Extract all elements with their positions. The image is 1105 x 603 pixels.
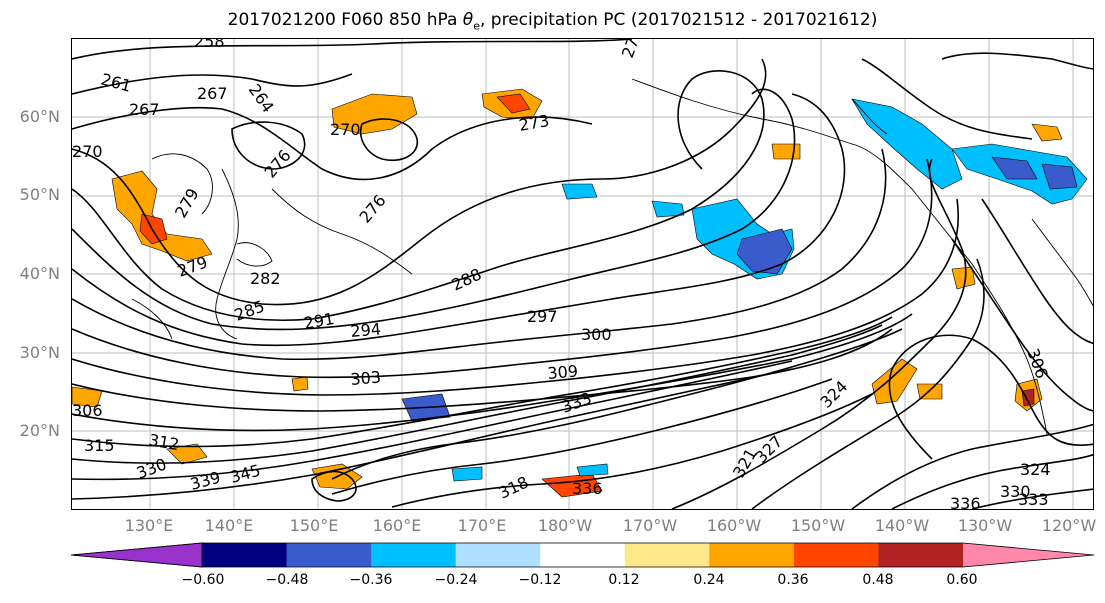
colorbar-left-extend-outline: [70, 542, 203, 568]
lon-label-160e: 160°E: [372, 516, 422, 535]
contour-label: 336: [950, 494, 981, 510]
lon-label-140e: 140°E: [204, 516, 254, 535]
contour-label: 270: [72, 142, 103, 161]
precip-negative-areas: [401, 98, 1088, 482]
contour-label: 330: [1000, 482, 1031, 501]
contour-label: 300: [581, 325, 612, 344]
colorbar-segment: [624, 543, 710, 567]
contour-label: 318: [496, 472, 532, 502]
coastlines: [131, 78, 1093, 435]
lon-label-170w: 170°W: [622, 516, 678, 535]
contour-label: 303: [350, 367, 382, 389]
contour-label: 285: [232, 296, 267, 324]
contour-label: 273: [517, 111, 550, 135]
colorbar-tick: 0.12: [608, 572, 640, 588]
title-suffix: , precipitation PC (2017021512 - 2017021…: [479, 10, 878, 30]
colorbar-segment: [202, 543, 288, 567]
contour-label: 336: [572, 479, 603, 498]
colorbar-segment: [540, 543, 626, 567]
contour-label: 309: [547, 361, 579, 383]
contour-label: 279: [171, 185, 203, 221]
lon-label-170e: 170°E: [457, 516, 507, 535]
colorbar-tick: 0.24: [693, 572, 725, 588]
contour-label: 270: [330, 120, 361, 139]
contour-label: 267: [197, 84, 228, 103]
contour-label: 294: [350, 319, 382, 341]
contour-labels: 258 261 264 267 267 270 270 273 273 276 …: [72, 39, 1052, 510]
contour-label: 267: [129, 100, 160, 119]
lat-label-50n: 50°N: [19, 185, 60, 204]
map-panel: 258 261 264 267 267 270 270 273 273 276 …: [71, 38, 1094, 510]
colorbar-segment: [371, 543, 457, 567]
lon-label-150w: 150°W: [790, 516, 846, 535]
colorbar-tick: 0.48: [862, 572, 894, 588]
lon-label-130w: 130°W: [957, 516, 1013, 535]
colorbar-tick: −0.36: [349, 572, 393, 588]
contour-label: 312: [147, 430, 180, 454]
colorbar-extend-high: [963, 543, 1094, 567]
lon-label-130e: 130°E: [124, 516, 174, 535]
lat-label-40n: 40°N: [19, 264, 60, 283]
colorbar-segments: [70, 542, 1095, 568]
colorbar-segment: [709, 543, 795, 567]
contour-label: 339: [188, 468, 222, 494]
lon-label-180w: 180°W: [537, 516, 593, 535]
contour-label: 306: [1023, 346, 1051, 381]
contour-label: 297: [527, 307, 558, 326]
lon-label-150e: 150°E: [289, 516, 339, 535]
theta-e-contours: [72, 39, 1093, 509]
colorbar-tick: −0.48: [265, 572, 309, 588]
colorbar-tick: −0.24: [434, 572, 478, 588]
contour-label: 333: [1018, 490, 1049, 509]
lat-label-60n: 60°N: [19, 107, 60, 126]
graticule: [72, 39, 1093, 509]
contour-label: 258: [194, 39, 225, 51]
lon-label-120w: 120°W: [1041, 516, 1097, 535]
theta-subscript: e: [473, 19, 480, 33]
chart-title: 2017021200 F060 850 hPa θe, precipitatio…: [0, 10, 1105, 32]
contour-label: 306: [72, 401, 103, 420]
contour-label: 276: [261, 146, 295, 182]
colorbar-tick: 0.36: [777, 572, 809, 588]
colorbar-tick: −0.12: [518, 572, 562, 588]
contour-label: 273: [618, 39, 646, 60]
theta-symbol: θ: [462, 10, 474, 30]
contour-label: 282: [250, 269, 281, 288]
colorbar-extend-low: [71, 543, 202, 567]
colorbar-tick: −0.60: [181, 572, 225, 588]
colorbar-segment: [878, 543, 964, 567]
colorbar-segment: [286, 543, 372, 567]
contour-label: 288: [449, 264, 485, 294]
colorbar-segment: [793, 543, 879, 567]
colorbar: [70, 542, 1095, 568]
lat-label-30n: 30°N: [19, 343, 60, 362]
colorbar-segment: [455, 543, 541, 567]
title-prefix: 2017021200 F060 850 hPa: [227, 10, 463, 30]
lat-label-20n: 20°N: [19, 421, 60, 440]
contour-label: 264: [245, 80, 278, 116]
lon-label-140w: 140°W: [874, 516, 930, 535]
contour-label: 315: [84, 436, 115, 455]
lon-label-160w: 160°W: [706, 516, 762, 535]
contour-label: 291: [302, 309, 335, 333]
colorbar-tick: 0.60: [946, 572, 978, 588]
map-svg: 258 261 264 267 267 270 270 273 273 276 …: [72, 39, 1093, 510]
contour-label: 261: [99, 70, 133, 96]
contour-label: 324: [1020, 460, 1051, 479]
